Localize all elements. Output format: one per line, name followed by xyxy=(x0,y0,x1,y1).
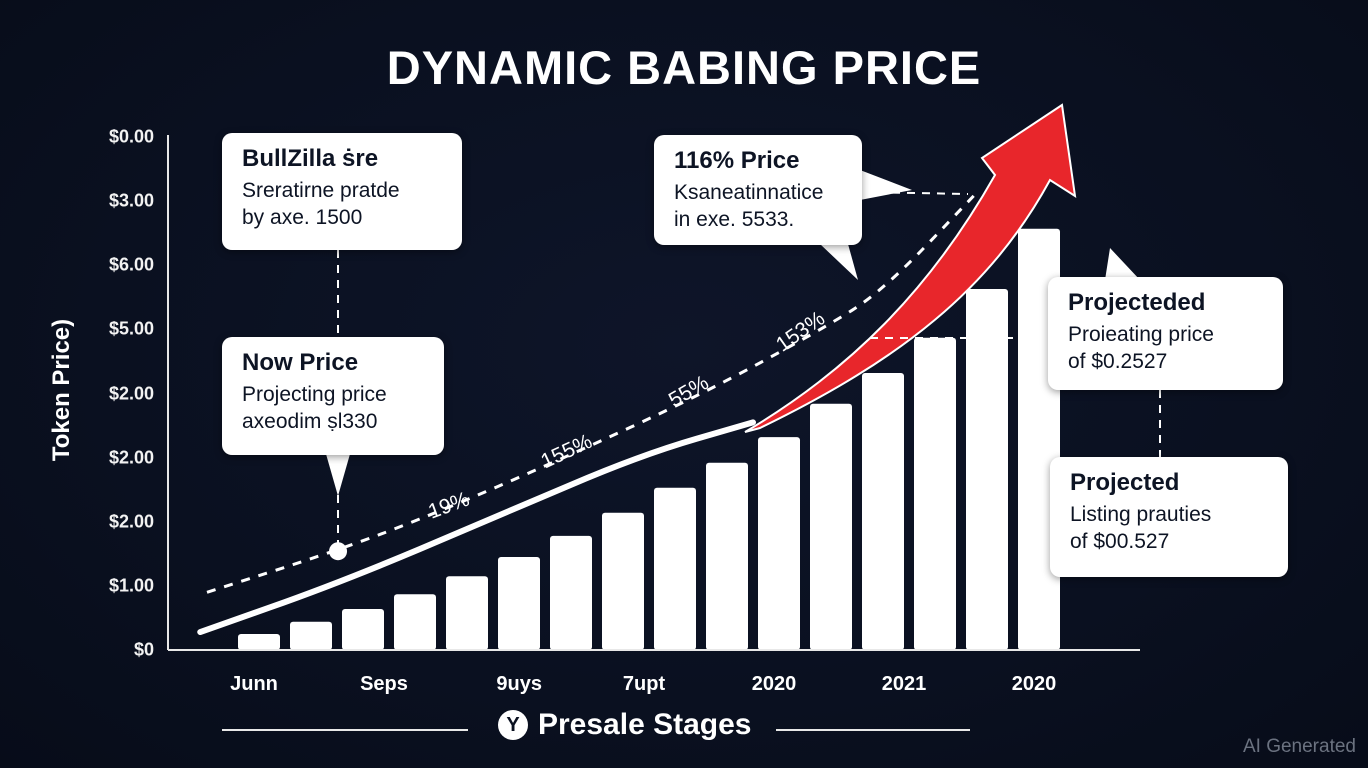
callout-line: of $00.527 xyxy=(1070,530,1170,553)
y-tick-label: $0 xyxy=(133,639,154,660)
y-tick-label: $3.00 xyxy=(108,190,154,211)
callout-pointer xyxy=(1105,248,1140,280)
callout-pointer xyxy=(326,454,350,496)
x-title-rule-left xyxy=(222,729,468,731)
callout-line: axeodim ṣl330 xyxy=(242,410,378,433)
y-tick-label: $2.00 xyxy=(108,383,154,403)
bar-stage-8 xyxy=(602,512,644,650)
x-tick-label: Seps xyxy=(360,673,408,695)
callout-projecteded: Projecteded Proieating price of $0.2527 xyxy=(1048,277,1283,390)
callout-line: Listing prauties xyxy=(1070,503,1212,526)
callout-pointer xyxy=(860,170,912,200)
callout-116-price: 116% Price Ksaneatinnatice in exe. 5533. xyxy=(654,135,862,245)
x-tick-label: Junn xyxy=(230,673,278,695)
callout-now-price: Now Price Projecting price axeodim ṣl330 xyxy=(222,337,444,455)
x-axis-title-text: Presale Stages xyxy=(538,708,752,741)
bar-stage-2 xyxy=(290,621,332,650)
callout-heading: 116% Price xyxy=(674,147,800,174)
callout-bullzilla: BullZilla ṡre Sreratirne pratde by axe. … xyxy=(222,133,462,250)
bar-stage-7 xyxy=(550,535,592,650)
y-tick-label: $5.00 xyxy=(108,318,154,339)
growth-arrow xyxy=(744,103,1077,433)
bar-stage-14 xyxy=(914,337,956,650)
bar-stage-10 xyxy=(706,462,748,650)
y-tick-label: $1.00 xyxy=(108,575,154,596)
callout-line: by axe. 1500 xyxy=(242,206,363,229)
bar-stage-3 xyxy=(342,608,384,650)
x-tick-label: 9uys xyxy=(496,673,542,695)
bar-stage-5 xyxy=(446,576,488,650)
callout-line: Sreratirne pratde xyxy=(242,179,400,202)
y-tick-label: $2.00 xyxy=(108,447,154,468)
bar-stage-1 xyxy=(238,633,280,650)
x-title-rule-right xyxy=(776,729,970,731)
chart-title: DYNAMIC BABING PRICE xyxy=(386,41,982,94)
y-tick-label: $6.00 xyxy=(108,254,154,275)
callout-pointer xyxy=(820,244,858,280)
x-axis-title: Y Presale Stages xyxy=(498,708,751,742)
x-tick-label: 2020 xyxy=(751,673,797,695)
callout-heading: Now Price xyxy=(242,349,359,376)
bar-stage-15 xyxy=(966,288,1008,650)
callout-line: in exe. 5533. xyxy=(674,208,795,231)
bar-stage-6 xyxy=(498,557,540,650)
x-tick-label: 2021 xyxy=(881,673,927,695)
y-axis-title: Token Price) xyxy=(48,318,75,462)
y-tick-label: $2.00 xyxy=(108,511,154,532)
now-price-point xyxy=(329,542,348,561)
callout-heading: Projecteded xyxy=(1068,289,1206,316)
callout-projected-listing: Projected Listing prauties of $00.527 xyxy=(1050,457,1288,577)
callout-heading: BullZilla ṡre xyxy=(242,145,379,172)
bar-stage-11 xyxy=(758,437,800,650)
x-tick-label: 2020 xyxy=(1011,673,1057,695)
callout-line: of $0.2527 xyxy=(1068,350,1168,373)
callout-heading: Projected xyxy=(1070,469,1180,496)
callout-line: Proieating price xyxy=(1068,323,1214,346)
callout-line: Projecting price xyxy=(242,383,387,406)
bar-stage-12 xyxy=(810,403,852,650)
trend-curve xyxy=(197,419,756,636)
x-tick-label: 7upt xyxy=(622,673,666,695)
y-tick-label: $0.00 xyxy=(108,126,154,147)
callout-pointer xyxy=(1024,505,1052,532)
ai-generated-watermark: AI Generated xyxy=(1242,736,1356,757)
presale-logo-icon: Y xyxy=(498,710,528,740)
bar-stage-13 xyxy=(862,372,904,650)
callout-line: Ksaneatinnatice xyxy=(674,181,824,204)
bar-stage-4 xyxy=(394,594,436,650)
bar-stage-9 xyxy=(654,487,696,650)
